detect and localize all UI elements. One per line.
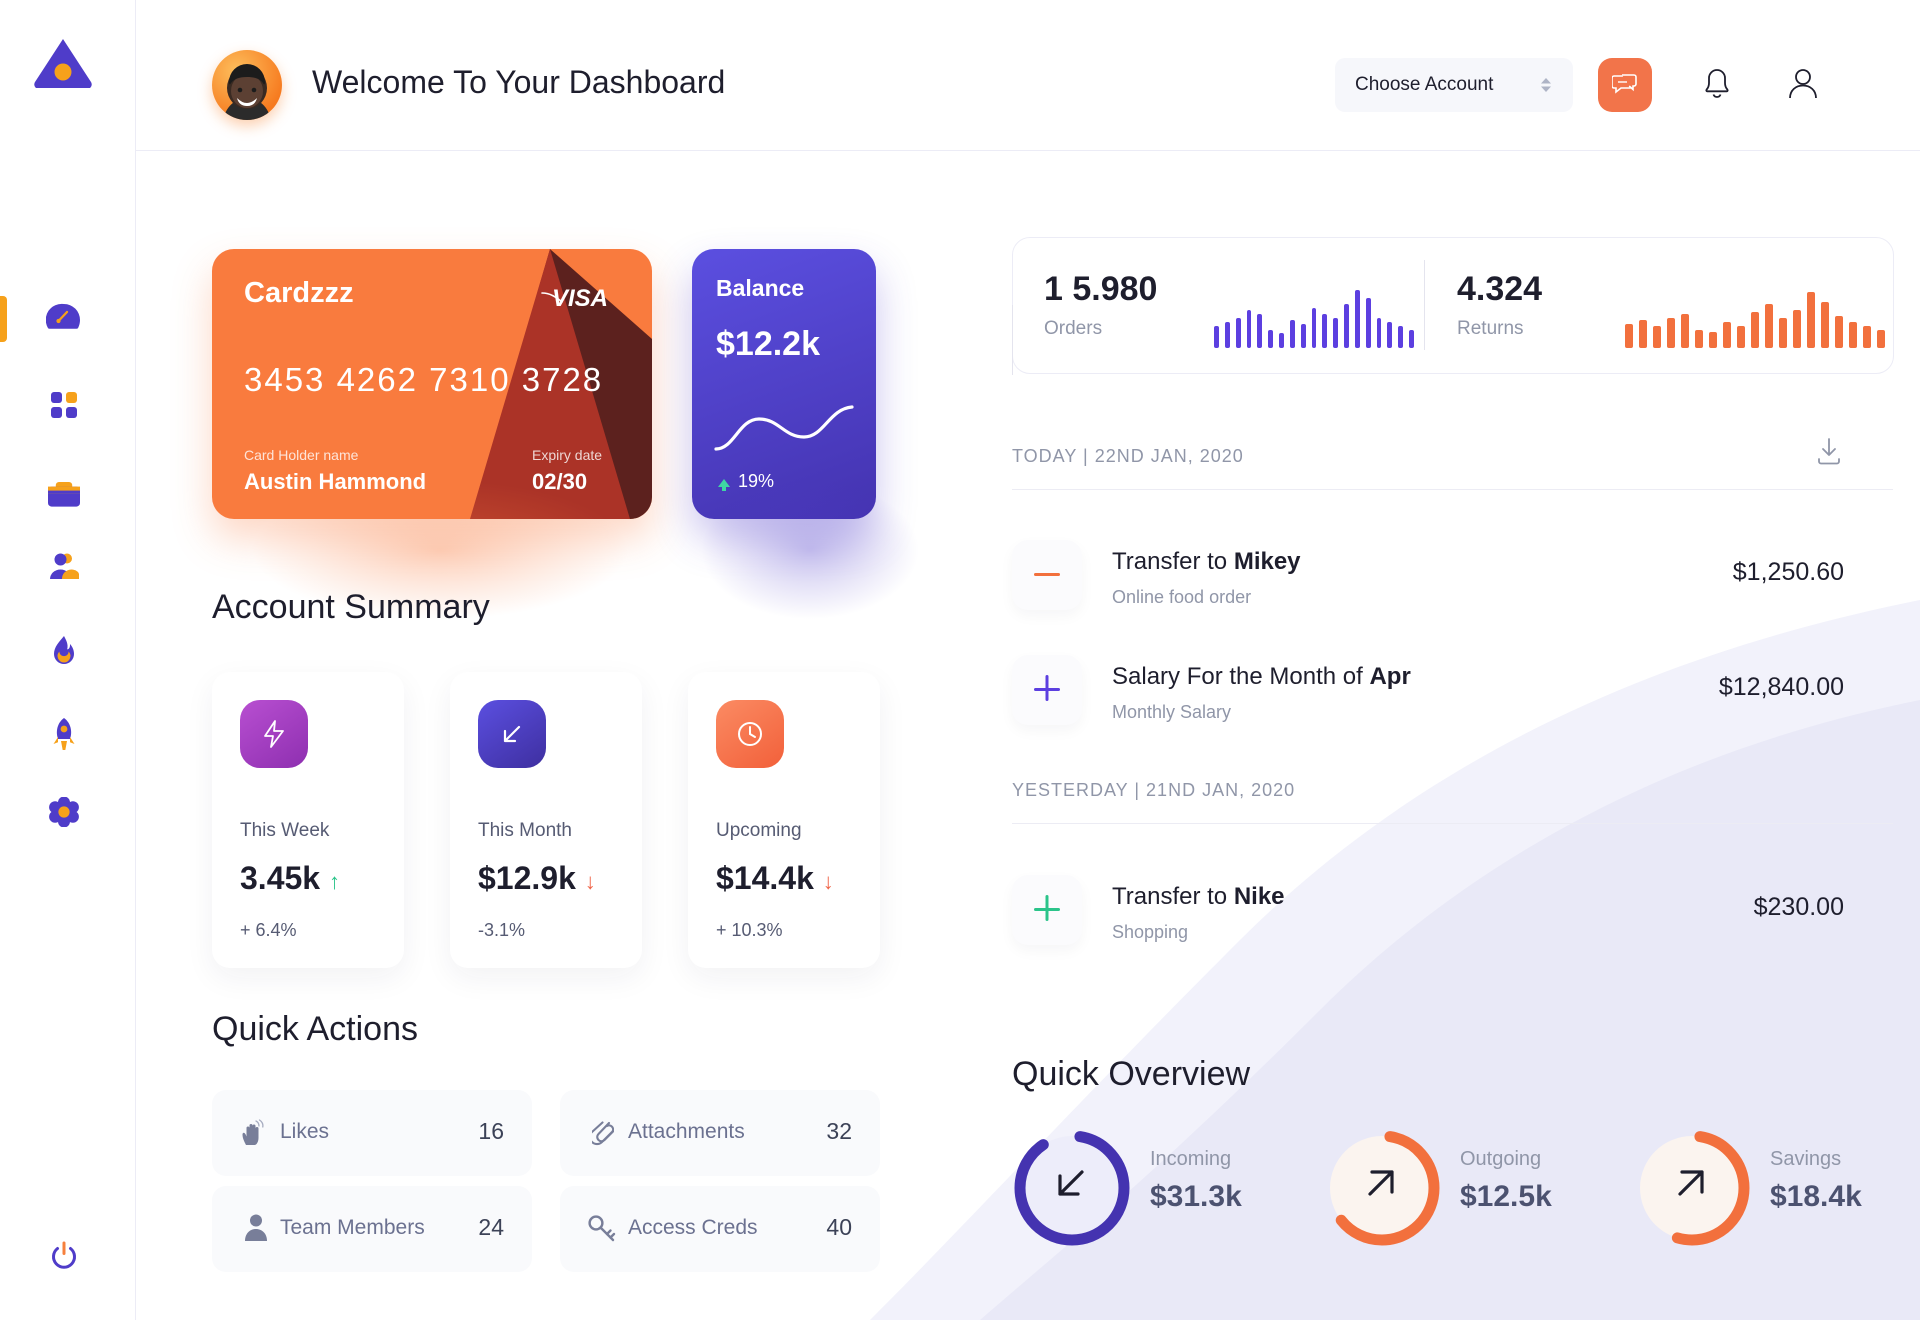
svg-text:VISA: VISA bbox=[552, 285, 608, 312]
